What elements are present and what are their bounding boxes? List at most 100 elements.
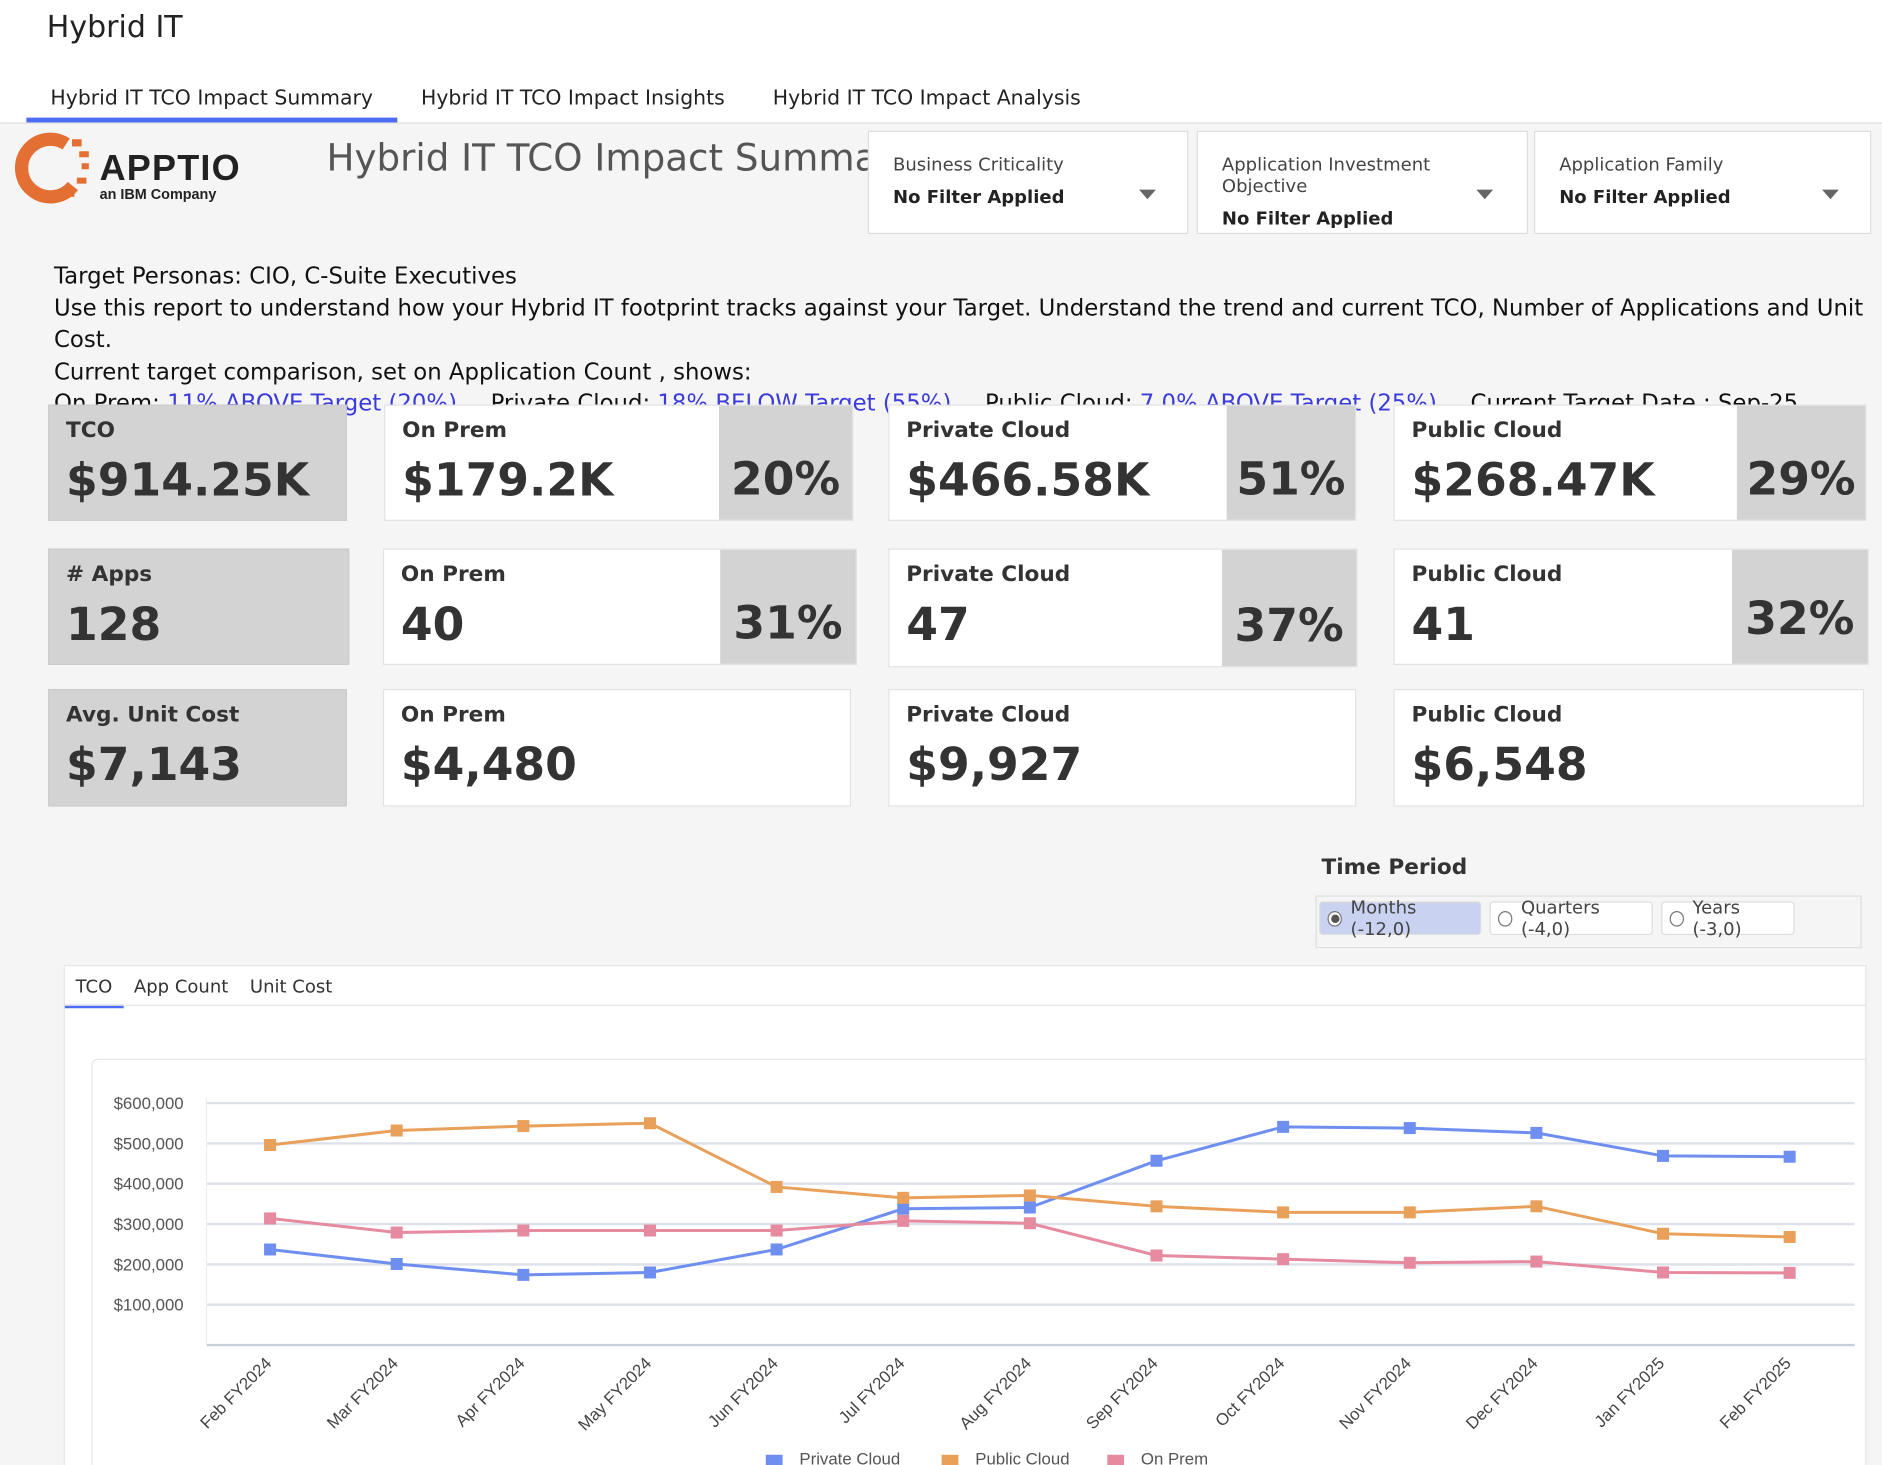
kpi-unit-private: Private Cloud $9,927 [888,688,1357,807]
data-point [1783,1230,1796,1243]
data-point [1403,1206,1416,1219]
x-tick-label: Jul FY2024 [835,1354,909,1428]
y-tick-label: $200,000 [114,1255,184,1274]
x-tick-label: Feb FY2024 [196,1354,275,1433]
x-tick-label: Feb FY2025 [1716,1354,1795,1433]
chevron-down-icon[interactable] [1476,189,1494,200]
data-point [1403,1256,1416,1269]
legend-label: On Prem [1141,1449,1208,1465]
data-point [1277,1253,1290,1266]
kpi-unit-onprem: On Prem $4,480 [382,688,852,807]
tco-line-chart: $100,000 $200,000 $300,000 $400,000 $500,000… [114,1094,1855,1465]
data-point [897,1214,910,1227]
kpi-value: $4,480 [400,738,577,791]
app-title: Hybrid IT [46,9,183,45]
data-point [1530,1255,1543,1268]
legend-marker [765,1454,783,1465]
filter-business-criticality[interactable]: Business Criticality No Filter Applied [867,130,1189,235]
radio-months[interactable]: Months (-12,0) [1319,897,1482,940]
radio-label: Quarters (-4,0) [1520,896,1600,940]
filter-value: No Filter Applied [893,186,1065,208]
x-tick-label: Mar FY2024 [323,1354,402,1433]
tab-analysis[interactable]: Hybrid IT TCO Impact Analysis [772,86,1081,111]
data-point [264,1212,277,1225]
data-point [1277,1120,1290,1133]
y-tick-label: $500,000 [114,1134,184,1153]
radio-quarters[interactable]: Quarters (-4,0) [1489,897,1653,940]
legend-marker [941,1454,959,1465]
chart-tab-app-count[interactable]: App Count [133,975,229,998]
chevron-down-icon[interactable] [1822,189,1839,200]
kpi-label: Public Cloud [1411,561,1563,587]
tab-insights[interactable]: Hybrid IT TCO Impact Insights [421,86,725,111]
page-title: Hybrid IT TCO Impact Summary [326,136,915,181]
legend-label: Public Cloud [975,1449,1069,1465]
kpi-value: 128 [66,597,162,651]
data-point [264,1139,277,1152]
data-point [1403,1122,1416,1135]
chart-tab-tco[interactable]: TCO [64,973,124,1009]
kpi-label: Private Cloud [906,417,1071,443]
data-point [1277,1206,1290,1219]
kpi-value: $914.25K [66,453,310,507]
x-tick-label: Apr FY2024 [452,1354,529,1431]
comparison-text: Current target comparison, set on Applic… [54,358,752,385]
radio-years[interactable]: Years (-3,0) [1661,897,1795,940]
report-description: Target Personas: CIO, C-Suite Executives… [54,260,1882,419]
data-point [517,1224,530,1237]
data-point [390,1226,403,1239]
kpi-tco-onprem: On Prem $179.2K 20% [384,404,854,521]
kpi-label: Public Cloud [1411,417,1563,443]
target-personas: Target Personas: CIO, C-Suite Executives [54,262,517,290]
kpi-value: $179.2K [402,453,614,507]
svg-text:APPTIO: APPTIO [100,147,241,188]
filter-label: Application Family [1559,153,1724,176]
radio-label: Years (-3,0) [1692,896,1742,940]
data-point [1783,1266,1796,1279]
kpi-value: 41 [1411,597,1476,651]
radio-icon [1669,910,1685,927]
filter-application-investment-objective[interactable]: Application Investment Objective No Filt… [1196,130,1528,235]
kpi-value: $268.47K [1411,453,1655,507]
kpi-label: TCO [66,417,115,443]
chart-tab-unit-cost[interactable]: Unit Cost [249,975,333,998]
data-point [1530,1200,1543,1213]
kpi-label: On Prem [400,702,506,728]
kpi-label: Private Cloud [906,702,1071,728]
data-point [390,1257,403,1270]
data-point [264,1243,277,1256]
chevron-down-icon[interactable] [1139,189,1156,200]
y-tick-label: $300,000 [114,1215,184,1234]
x-tick-label: Aug FY2024 [956,1354,1035,1433]
data-point [1530,1126,1543,1139]
data-point [1150,1154,1163,1167]
kpi-value: $9,927 [906,738,1083,791]
kpi-label: Avg. Unit Cost [66,702,240,728]
kpi-label: Public Cloud [1411,702,1563,728]
x-tick-label: Sep FY2024 [1082,1354,1161,1433]
data-point [897,1191,910,1204]
kpi-value: $466.58K [906,453,1150,507]
tab-summary[interactable]: Hybrid IT TCO Impact Summary [26,84,397,123]
data-point [1657,1227,1670,1240]
kpi-percent: 37% [1221,549,1357,667]
filter-application-family[interactable]: Application Family No Filter Applied [1533,130,1872,235]
kpi-apps-public: Public Cloud 41 32% [1393,548,1869,665]
time-period-selector: Months (-12,0) Quarters (-4,0) Years (-3… [1315,895,1862,949]
kpi-tco-private: Private Cloud $466.58K 51% [888,404,1357,521]
data-point [1657,1149,1670,1162]
filter-value: No Filter Applied [1559,186,1731,208]
data-point [770,1180,783,1193]
usage-text: Use this report to understand how your H… [54,294,1864,353]
x-tick-label: Nov FY2024 [1336,1354,1415,1433]
filter-label: Application Investment Objective [1221,153,1431,197]
kpi-percent: 20% [718,405,853,520]
x-tick-label: Dec FY2024 [1462,1354,1541,1433]
time-period-label: Time Period [1321,854,1468,880]
filter-value: No Filter Applied [1221,207,1394,230]
top-bar: Hybrid IT Hybrid IT TCO Impact Summary H… [0,0,1882,124]
kpi-value: 47 [906,597,970,651]
radio-label: Months (-12,0) [1350,896,1417,940]
data-point [1657,1266,1670,1279]
radio-icon [1497,910,1513,927]
